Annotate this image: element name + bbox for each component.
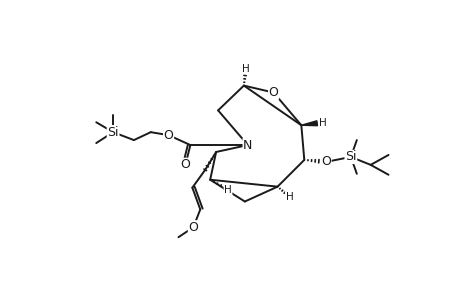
Text: O: O (268, 86, 278, 99)
Text: H: H (241, 64, 249, 74)
Text: O: O (188, 221, 198, 234)
Text: O: O (320, 155, 330, 168)
Polygon shape (301, 121, 317, 126)
Text: O: O (180, 158, 190, 171)
Text: Si: Si (344, 150, 356, 164)
Text: H: H (319, 118, 326, 128)
Text: Si: Si (107, 126, 118, 139)
Text: O: O (163, 129, 173, 142)
Text: H: H (285, 192, 293, 202)
Text: N: N (243, 139, 252, 152)
Text: H: H (224, 184, 231, 195)
